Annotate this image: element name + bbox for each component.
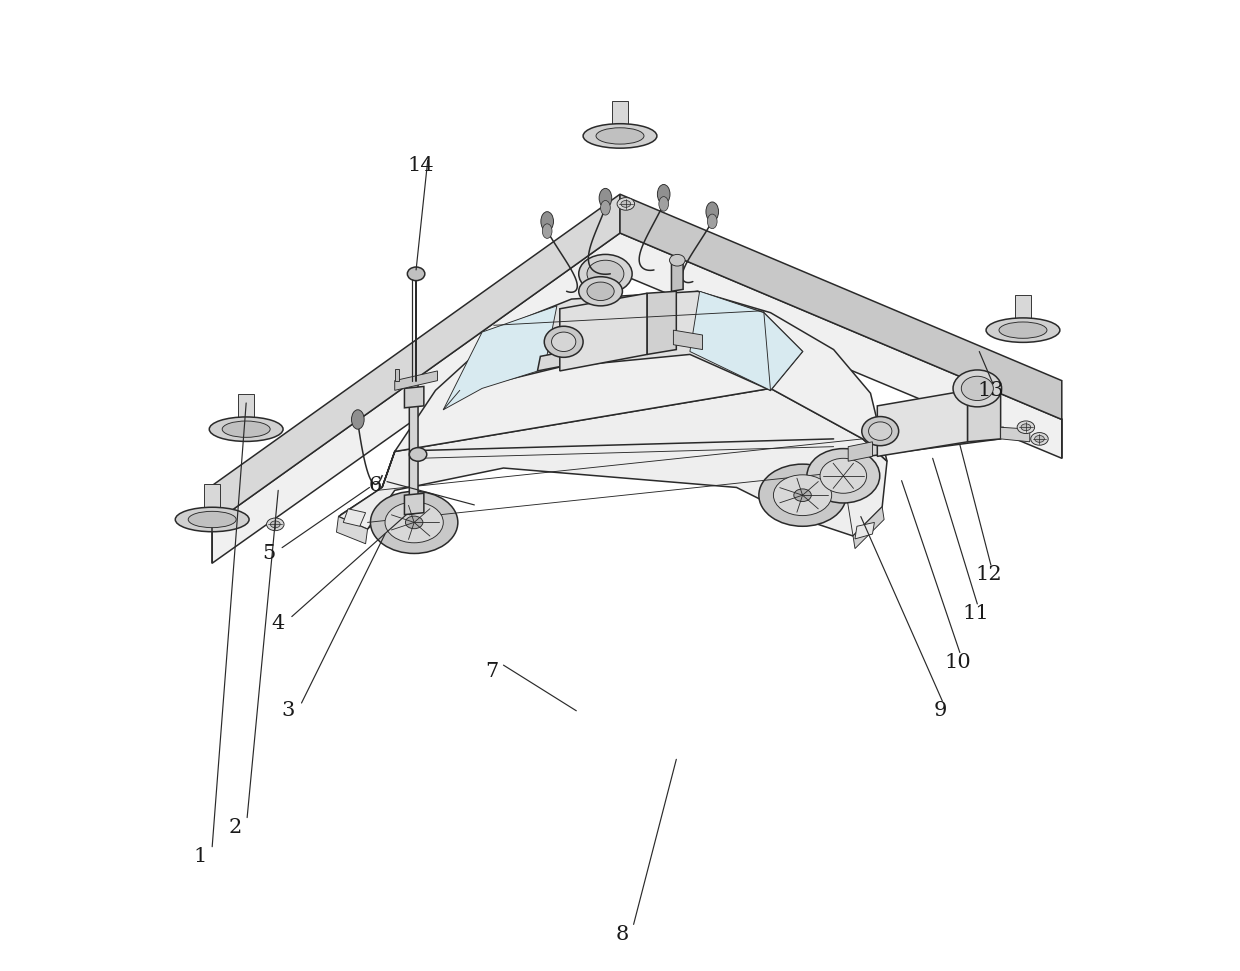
Polygon shape [339, 388, 887, 536]
Polygon shape [537, 330, 676, 371]
Ellipse shape [868, 421, 892, 441]
Text: 13: 13 [977, 381, 1004, 400]
Text: 5: 5 [262, 544, 275, 563]
Ellipse shape [351, 410, 365, 429]
Ellipse shape [541, 212, 553, 231]
Polygon shape [460, 291, 802, 393]
Ellipse shape [409, 448, 427, 461]
Ellipse shape [600, 201, 610, 216]
Ellipse shape [1017, 420, 1034, 433]
Polygon shape [394, 371, 438, 390]
Polygon shape [404, 386, 424, 408]
Ellipse shape [1030, 432, 1048, 446]
Ellipse shape [210, 417, 283, 442]
Ellipse shape [618, 198, 635, 211]
Polygon shape [394, 369, 398, 381]
Polygon shape [613, 101, 627, 125]
Polygon shape [868, 427, 1003, 456]
Ellipse shape [986, 318, 1060, 343]
Ellipse shape [670, 254, 684, 266]
Polygon shape [647, 291, 676, 354]
Ellipse shape [267, 518, 284, 530]
Ellipse shape [621, 201, 631, 208]
Polygon shape [205, 485, 219, 509]
Polygon shape [673, 330, 703, 350]
Ellipse shape [544, 326, 583, 357]
Polygon shape [343, 509, 366, 526]
Ellipse shape [175, 507, 249, 532]
Polygon shape [689, 291, 802, 390]
Ellipse shape [542, 223, 552, 239]
Polygon shape [848, 442, 873, 461]
Ellipse shape [587, 283, 614, 301]
Ellipse shape [794, 489, 811, 502]
Polygon shape [404, 493, 424, 515]
Text: 2: 2 [229, 818, 242, 837]
Ellipse shape [579, 277, 622, 306]
Ellipse shape [999, 322, 1047, 338]
Polygon shape [1016, 295, 1030, 319]
Ellipse shape [862, 417, 899, 446]
Polygon shape [1001, 427, 1029, 442]
Text: 9: 9 [934, 701, 947, 720]
Ellipse shape [759, 464, 846, 526]
Text: 7: 7 [485, 662, 498, 682]
Ellipse shape [188, 512, 236, 527]
Ellipse shape [405, 516, 423, 528]
Polygon shape [856, 522, 874, 539]
Ellipse shape [596, 128, 644, 144]
Ellipse shape [579, 254, 632, 293]
Text: 4: 4 [272, 614, 285, 633]
Polygon shape [878, 390, 967, 456]
Polygon shape [409, 384, 418, 515]
Ellipse shape [270, 520, 280, 528]
Text: 12: 12 [976, 565, 1002, 585]
Polygon shape [559, 293, 647, 371]
Ellipse shape [657, 184, 670, 204]
Ellipse shape [599, 188, 611, 208]
Text: 11: 11 [962, 604, 988, 623]
Ellipse shape [384, 502, 443, 543]
Ellipse shape [583, 123, 657, 149]
Ellipse shape [1021, 423, 1030, 430]
Text: 6: 6 [368, 476, 382, 495]
Text: 1: 1 [193, 847, 207, 866]
Ellipse shape [706, 202, 718, 221]
Ellipse shape [807, 449, 879, 503]
Polygon shape [336, 517, 367, 544]
Polygon shape [967, 388, 1001, 442]
Polygon shape [382, 291, 887, 487]
Ellipse shape [408, 267, 425, 281]
Polygon shape [620, 194, 1061, 419]
Polygon shape [853, 507, 884, 549]
Polygon shape [672, 260, 683, 291]
Polygon shape [238, 394, 254, 419]
Ellipse shape [1034, 435, 1044, 443]
Ellipse shape [587, 260, 624, 287]
Text: 8: 8 [615, 924, 629, 944]
Polygon shape [212, 233, 1061, 563]
Ellipse shape [961, 376, 993, 401]
Ellipse shape [552, 332, 575, 352]
Ellipse shape [820, 458, 867, 493]
Text: 14: 14 [408, 155, 434, 175]
Ellipse shape [954, 370, 1002, 407]
Text: 3: 3 [281, 701, 295, 720]
Ellipse shape [658, 196, 668, 212]
Polygon shape [443, 306, 557, 410]
Polygon shape [212, 194, 620, 524]
Text: 10: 10 [945, 653, 971, 672]
Ellipse shape [371, 491, 458, 553]
Ellipse shape [222, 421, 270, 437]
Ellipse shape [707, 215, 717, 229]
Ellipse shape [774, 475, 832, 516]
